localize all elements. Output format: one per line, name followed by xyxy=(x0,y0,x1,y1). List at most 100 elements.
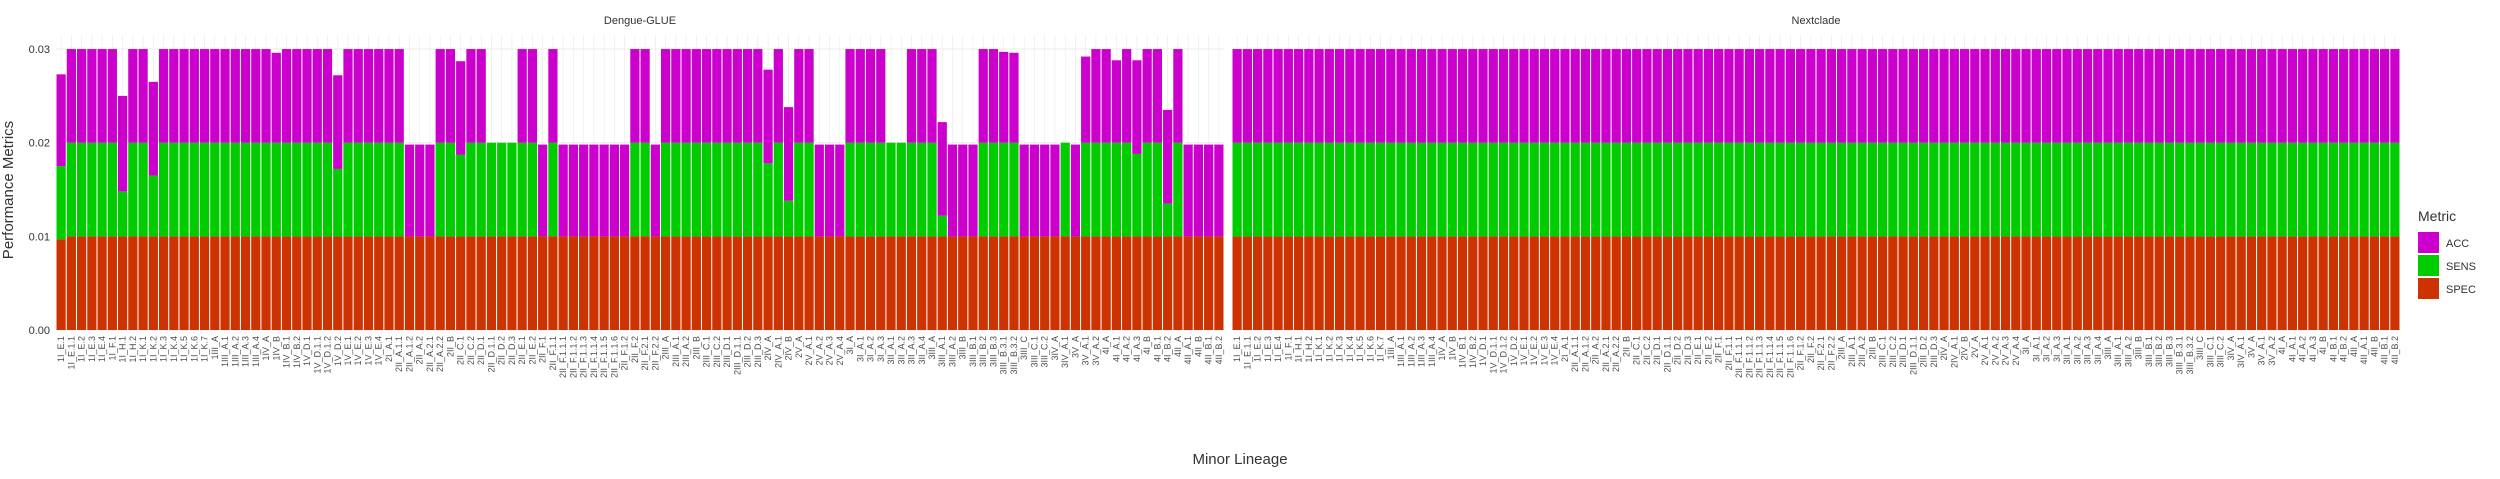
bar-segment xyxy=(1345,49,1355,143)
bar-segment xyxy=(281,236,292,330)
bar-segment xyxy=(281,49,292,143)
x-tick-label: 1I_E.1 xyxy=(56,336,66,362)
bar-segment xyxy=(1163,109,1173,204)
bar-segment xyxy=(855,236,865,330)
bar-segment xyxy=(2031,236,2041,330)
bar-segment xyxy=(1703,49,1714,143)
bar-segment xyxy=(66,236,76,330)
bar-segment xyxy=(466,49,476,143)
bar-segment xyxy=(1724,142,1734,237)
x-tick-label: 3I_A xyxy=(845,336,855,355)
bar-segment xyxy=(2349,49,2359,143)
bar-segment xyxy=(876,142,886,237)
bar-segment xyxy=(476,142,486,237)
bar-segment xyxy=(527,236,538,330)
bar-segment xyxy=(712,49,722,143)
bar-segment xyxy=(947,236,958,330)
bar-segment xyxy=(2195,49,2205,143)
x-tick-label: 3III_C.1 xyxy=(2205,336,2215,368)
bar-segment xyxy=(1642,142,1652,237)
x-tick-label: 1V_E.4 xyxy=(374,336,384,366)
bar-segment xyxy=(2164,236,2175,330)
bar-segment xyxy=(507,142,517,237)
x-tick-label: 4I_B xyxy=(1142,336,1152,355)
x-tick-label: 4I_A xyxy=(2277,336,2287,355)
x-tick-label: 2III_A.2 xyxy=(681,336,691,367)
bar-segment xyxy=(1601,236,1611,330)
bar-segment xyxy=(66,142,76,237)
bar-segment xyxy=(1591,142,1601,237)
bar-segment xyxy=(1693,236,1703,330)
bar-segment xyxy=(1029,236,1040,330)
bar-segment xyxy=(1867,49,1877,143)
bar-segment xyxy=(1908,236,1918,330)
x-tick-label: 3III_A.1 xyxy=(2113,336,2123,367)
bar-segment xyxy=(589,144,599,237)
bar-segment xyxy=(2380,236,2390,330)
bar-segment xyxy=(1375,49,1386,143)
bar-segment xyxy=(374,236,384,330)
bar-segment xyxy=(2062,236,2072,330)
bar-segment xyxy=(1529,236,1539,330)
bar-segment xyxy=(1386,49,1396,143)
bar-segment xyxy=(1580,49,1591,143)
x-tick-label: 2II_A.1.1 xyxy=(1570,336,1580,372)
bar-segment xyxy=(999,51,1009,143)
bar-segment xyxy=(2011,142,2021,237)
bar-segment xyxy=(1724,236,1734,330)
bar-segment xyxy=(1580,236,1591,330)
x-tick-label: 2II_D.3 xyxy=(1683,336,1693,365)
bar-segment xyxy=(322,49,333,143)
bar-segment xyxy=(1683,142,1693,237)
bar-segment xyxy=(1826,142,1836,237)
bar-segment xyxy=(1193,144,1203,237)
x-tick-label: 1I_K.2 xyxy=(1324,336,1334,362)
x-tick-label: 2IV_A.1 xyxy=(1949,336,1959,368)
bar-segment xyxy=(1334,236,1345,330)
bar-segment xyxy=(753,236,763,330)
x-tick-label: 4II_B xyxy=(1193,336,1203,357)
bar-segment xyxy=(312,142,322,237)
bar-segment xyxy=(251,236,261,330)
bar-segment xyxy=(732,236,742,330)
bar-segment xyxy=(230,142,240,237)
bar-segment xyxy=(2298,236,2308,330)
bar-segment xyxy=(732,142,742,237)
x-tick-label: 3II_A.4 xyxy=(2093,336,2103,365)
bar-segment xyxy=(1847,142,1857,237)
bar-segment xyxy=(169,49,179,143)
bar-segment xyxy=(1570,49,1580,143)
bar-segment xyxy=(661,49,671,143)
bar-segment xyxy=(1111,60,1122,143)
bar-segment xyxy=(1703,142,1714,237)
bar-segment xyxy=(1283,236,1293,330)
bar-segment xyxy=(189,49,199,143)
bar-segment xyxy=(1142,236,1152,330)
legend-swatch xyxy=(2418,255,2439,276)
bar-segment xyxy=(1826,49,1836,143)
bar-segment xyxy=(312,236,322,330)
bar-segment xyxy=(1744,236,1755,330)
x-tick-label: 2III_D.2 xyxy=(743,336,753,368)
bar-segment xyxy=(917,236,927,330)
bar-segment xyxy=(1283,142,1293,237)
bar-segment xyxy=(425,144,435,237)
bar-segment xyxy=(2031,142,2041,237)
bar-segment xyxy=(1273,142,1283,237)
bar-segment xyxy=(1929,236,1939,330)
bar-segment xyxy=(2185,142,2195,237)
bar-segment xyxy=(1253,49,1263,143)
bar-segment xyxy=(773,49,783,143)
x-tick-label: 3III_B.3.1 xyxy=(999,336,1009,375)
x-tick-label: 3I_A.1 xyxy=(855,336,865,362)
bar-segment xyxy=(1816,236,1826,330)
bar-segment xyxy=(1416,142,1427,237)
x-tick-label: 2III_C.2 xyxy=(1888,336,1898,368)
bar-segment xyxy=(1673,142,1683,237)
bar-segment xyxy=(691,142,701,237)
bar-segment xyxy=(261,142,271,237)
bar-segment xyxy=(1591,49,1601,143)
bar-segment xyxy=(1816,142,1826,237)
bar-segment xyxy=(1111,142,1122,237)
bar-segment xyxy=(1857,49,1867,143)
